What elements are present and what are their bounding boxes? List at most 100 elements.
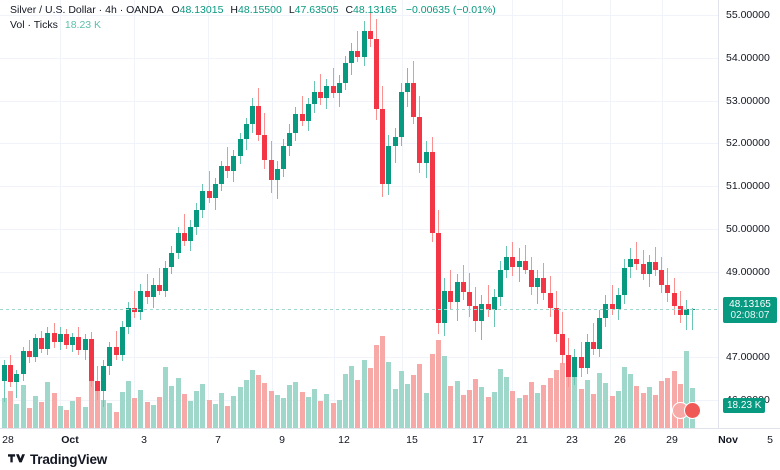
chart-plot-area[interactable] [0,0,718,428]
time-axis-label: 3 [141,434,147,446]
current-price-badge[interactable]: 48.13165 02:08:07 [723,296,777,323]
volume-bar [274,395,280,428]
time-axis-label: 23 [566,434,578,446]
volume-bar [516,398,522,428]
candle-body [101,365,107,391]
volume-bar [39,401,45,428]
candle-wick [655,246,656,277]
volume-bar [20,385,26,428]
candle-body [126,308,131,327]
candle-wick [16,370,18,399]
candle-body [26,350,32,357]
candle-body [57,333,63,343]
candle-body [615,295,621,310]
candle-body [95,380,100,391]
candle-body [380,109,386,185]
candle-body [243,124,249,140]
candle-body [479,303,485,321]
time-axis[interactable]: 28 Oct 3 7 9 12 15 17 21 23 26 29 Nov 5 [0,428,780,450]
candle-body [591,342,596,349]
volume-badge[interactable]: 18.23 K [723,398,766,413]
candle-body [163,267,169,292]
us-flag-icon[interactable] [684,402,701,419]
candle-body [281,145,286,170]
candle-body [157,284,162,292]
ohlc-l: L47.63505 [288,4,339,16]
volume-bar [473,378,479,428]
volume-bar [293,382,299,428]
volume-bar [535,392,541,428]
candle-body [33,338,38,357]
volume-bar [188,400,193,428]
time-axis-label: 26 [614,434,626,446]
gridline-horizontal [0,271,718,273]
candle-body [622,267,627,296]
candle-body [398,92,404,137]
volume-bar [392,388,398,428]
candle-body [82,339,88,350]
volume-bar [622,366,627,428]
candle-body [529,269,534,287]
candle-body [256,105,262,135]
volume-bar [330,402,336,428]
candle-body [219,165,224,185]
volume-bar [225,406,231,428]
tradingview-logo[interactable]: TradingView [8,452,107,467]
volume-bar [560,363,565,428]
gridline-vertical [562,0,563,428]
volume-bar [256,375,262,428]
volume-bar [144,401,150,428]
volume-bar [671,371,677,428]
candle-body [417,116,423,163]
candle-body [343,62,348,83]
volume-bar [640,392,646,428]
gridline-vertical [468,0,469,428]
volume-bar [132,398,138,428]
candle-body [150,284,156,298]
volume-bar [510,390,516,428]
candle-body [212,184,218,199]
volume-bar [411,375,417,428]
candle-body [20,350,26,374]
candle-body [448,291,454,302]
volume-bar [591,394,596,428]
time-axis-label: 5 [767,434,773,446]
volume-bar [541,385,547,428]
candle-body [336,82,342,93]
price-axis[interactable]: 55.00000 54.00000 53.00000 52.00000 51.00000… [718,0,780,428]
volume-bar [200,384,206,428]
volume-bar [318,400,324,428]
volume-bar [163,366,169,428]
candle-body [677,306,683,315]
time-axis-label: 7 [215,434,221,446]
volume-bar [423,392,429,428]
candle-body [367,31,373,39]
gridline-vertical [334,0,335,428]
current-price-line [0,308,718,310]
candle-wick [450,269,452,311]
current-price-value: 48.13165 [729,298,771,310]
volume-bar [634,386,640,428]
time-axis-label: 29 [666,434,678,446]
gridline-vertical [610,0,611,428]
volume-bar [212,403,218,428]
candle-body [684,309,689,315]
candle-body [287,132,293,146]
corner-badge-group[interactable] [672,402,701,419]
candle-body [510,256,516,268]
volume-bar [324,394,330,428]
time-axis-label: 21 [516,434,528,446]
candle-body [181,233,187,241]
ohlc-c-key: C [345,4,354,16]
volume-bar [429,353,435,428]
volume-bar [467,389,472,428]
volume-bar [243,379,249,428]
candle-body [299,114,305,122]
volume-label: Vol · Ticks [10,19,58,31]
volume-bar [237,387,243,428]
volume-bar [498,368,503,428]
volume-bar [665,377,671,428]
symbol-title[interactable]: Silver / U.S. Dollar · 4h · OANDA [10,4,164,16]
volume-bar [82,407,88,428]
volume-bar [181,394,187,428]
